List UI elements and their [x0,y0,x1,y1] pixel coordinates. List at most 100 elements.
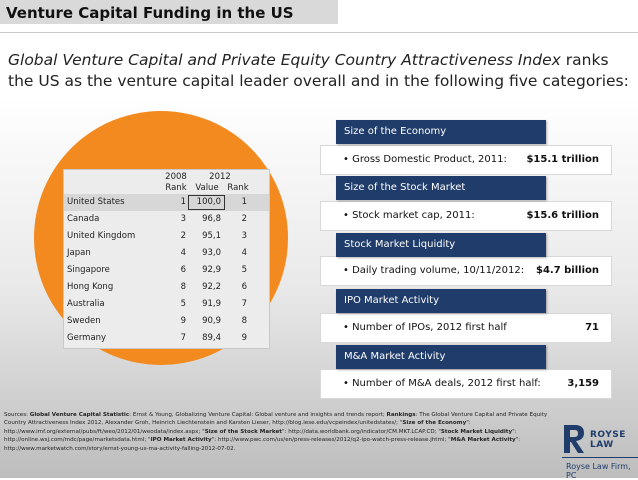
header-2008: 2008 [165,172,187,182]
country: Australia [67,299,105,309]
table-header: 2008 2012 Rank Value Rank [64,172,269,194]
ranking-table: 2008 2012 Rank Value Rank United States … [63,169,270,349]
category-panel-liquidity: • Daily trading volume, 10/11/2012: $4.7… [320,256,612,286]
highlight-box [188,195,225,210]
intro-index-name: Global Venture Capital and Private Equit… [8,51,561,69]
rank-2008: 8 [180,282,186,292]
sources-text: ": http://data.worldbank.org/indicator/C… [281,428,441,435]
category-panel-ma: • Number of M&A deals, 2012 first half: … [320,369,612,399]
value: 91,9 [202,299,221,309]
category-label: • Daily trading volume, 10/11/2012: [343,265,525,276]
sources-text: ": http://www.imf.org/external/pubs/ft/w… [4,420,471,435]
table-row: Germany 7 89,4 9 [64,330,269,347]
rank-2008: 2 [180,231,186,241]
rank-2008: 4 [180,248,186,258]
sources-bold: Size of the Stock Market [204,428,282,435]
rank-2012: 7 [241,299,247,309]
sources-footnote: Sources: Global Venture Capital Statisti… [4,411,557,453]
sources-text: : The Global Venture Capital and Private… [4,412,548,427]
table-row: Australia 5 91,9 7 [64,296,269,313]
rank-2012: 5 [241,265,247,275]
sources-text: ": http://online.wsj.com/mdc/page/market… [4,428,517,444]
category-panel-stock-market: • Stock market cap, 2011: $15.6 trillion [320,201,612,231]
sources-text: : Ernst & Young, Globalizing Venture Cap… [129,412,387,418]
country: Sweden [67,316,101,326]
country: Singapore [67,265,110,275]
rank-2012: 4 [241,248,247,258]
country: United States [67,197,125,207]
rank-2008: 6 [180,265,186,275]
logo-divider [562,457,638,458]
category-label: • Number of M&A deals, 2012 first half: [343,378,541,389]
value: 100,0 [196,197,221,207]
title-divider [0,32,638,33]
country: Canada [67,214,100,224]
intro-rest: ranks the US as the venture capital lead… [8,51,629,90]
rank-2012: 2 [241,214,247,224]
value: 89,4 [202,333,221,343]
sources-bold: Rankings [386,412,416,418]
category-value: 3,159 [567,378,599,389]
sources-text: ": http://www.pwc.com/us/en/press-releas… [211,437,451,444]
rank-2008: 5 [180,299,186,309]
category-value: $15.6 trillion [526,210,599,221]
rank-2012: 1 [241,197,247,207]
rank-2012: 9 [241,333,247,343]
category-label: • Stock market cap, 2011: [343,210,475,221]
header-value: Value [195,183,219,193]
category-header-ma: M&A Market Activity [336,345,546,369]
sources-text: ": http://www.marketwatch.com/story/erns… [4,437,521,452]
table-row: Sweden 9 90,9 8 [64,313,269,330]
rank-2008: 3 [180,214,186,224]
title-bar: Venture Capital Funding in the US [0,0,338,24]
rank-2008: 9 [180,316,186,326]
category-header-liquidity: Stock Market Liquidity [336,233,546,257]
table-row: Hong Kong 8 92,2 6 [64,279,269,296]
category-panel-ipo: • Number of IPOs, 2012 first half 71 [320,313,612,343]
category-panel-economy: • Gross Domestic Product, 2011: $15.1 tr… [320,145,612,175]
sources-bold: Size of the Economy [402,420,467,427]
value: 93,0 [202,248,221,258]
table-row: Canada 3 96,8 2 [64,211,269,228]
category-header-economy: Size of the Economy [336,120,546,144]
country: Hong Kong [67,282,114,292]
sources-bold: Stock Market Liquidity [440,428,513,435]
value: 92,9 [202,265,221,275]
value: 92,2 [202,282,221,292]
category-value: 71 [585,322,599,333]
value: 90,9 [202,316,221,326]
category-header-stock-market: Size of the Stock Market [336,176,546,200]
table-row: United States 1 100,0 1 [64,194,269,211]
category-label: • Number of IPOs, 2012 first half [343,322,507,333]
rank-2012: 3 [241,231,247,241]
page-title: Venture Capital Funding in the US [6,4,294,22]
rank-2008: 1 [180,197,186,207]
logo-firm-name: Royse Law Firm, PC [566,462,631,480]
sources-bold: Global Venture Capital Statistic [29,412,130,418]
sources-text: Sources: [4,412,30,418]
table-row: United Kingdom 2 95,1 3 [64,228,269,245]
category-value: $15.1 trillion [526,154,599,165]
sources-bold: IPO Market Activity [150,437,212,444]
rank-2012: 6 [241,282,247,292]
header-2012: 2012 [209,172,231,182]
category-value: $4.7 billion [535,265,599,276]
rank-2012: 8 [241,316,247,326]
rank-2008: 7 [180,333,186,343]
royse-law-logo: ROYSE LAW Royse Law Firm, PC [562,421,638,480]
value: 95,1 [202,231,221,241]
country: Japan [67,248,91,258]
country: United Kingdom [67,231,136,241]
header-rank-2012: Rank [227,183,249,193]
table-row: Japan 4 93,0 4 [64,245,269,262]
category-label: • Gross Domestic Product, 2011: [343,154,507,165]
category-header-ipo: IPO Market Activity [336,289,546,313]
logo-name: ROYSE LAW [590,430,626,450]
royse-r-icon [564,425,584,453]
sources-bold: M&A Market Activity [450,437,516,444]
country: Germany [67,333,107,343]
value: 96,8 [202,214,221,224]
header-rank-2008: Rank [165,183,187,193]
table-row: Singapore 6 92,9 5 [64,262,269,279]
intro-text: Global Venture Capital and Private Equit… [8,50,633,92]
